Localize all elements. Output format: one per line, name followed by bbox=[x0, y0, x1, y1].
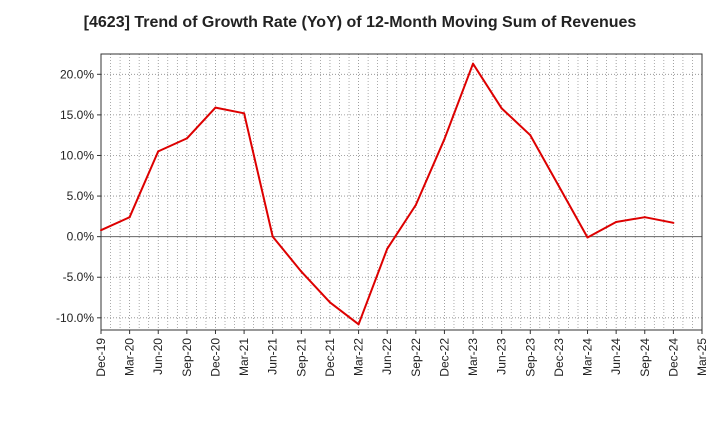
x-tick-label: Mar-20 bbox=[123, 338, 137, 376]
x-tick-label: Mar-22 bbox=[352, 338, 366, 376]
data-point bbox=[328, 301, 331, 304]
x-tick-label: Sep-22 bbox=[409, 338, 423, 377]
data-point bbox=[643, 216, 646, 219]
data-point bbox=[386, 247, 389, 250]
data-point bbox=[271, 235, 274, 238]
data-point bbox=[185, 137, 188, 140]
plot-border bbox=[100, 53, 703, 331]
data-point bbox=[100, 229, 102, 232]
y-tick-label: 10.0% bbox=[60, 148, 94, 162]
y-tick-label: 5.0% bbox=[67, 189, 95, 203]
x-tick-label: Jun-20 bbox=[151, 338, 165, 375]
data-point bbox=[615, 221, 618, 224]
data-point bbox=[214, 106, 217, 109]
y-tick-label: -10.0% bbox=[56, 311, 94, 325]
y-tick-label: 0.0% bbox=[67, 230, 95, 244]
x-tick-label: Jun-23 bbox=[495, 338, 509, 375]
data-point bbox=[128, 216, 131, 219]
y-tick-label: 15.0% bbox=[60, 108, 94, 122]
x-tick-label: Sep-21 bbox=[294, 338, 308, 377]
data-point bbox=[300, 270, 303, 273]
data-point bbox=[557, 185, 560, 188]
x-tick-label: Jun-22 bbox=[380, 338, 394, 375]
data-point bbox=[443, 138, 446, 141]
x-tick-label: Dec-22 bbox=[437, 338, 451, 377]
x-tick-label: Sep-20 bbox=[180, 338, 194, 377]
data-point bbox=[414, 203, 417, 206]
x-tick-label: Dec-21 bbox=[323, 338, 337, 377]
data-point bbox=[243, 112, 246, 115]
x-tick-label: Mar-24 bbox=[581, 338, 595, 376]
x-tick-label: Mar-23 bbox=[466, 338, 480, 376]
x-tick-label: Mar-25 bbox=[695, 338, 709, 376]
x-tick-label: Dec-19 bbox=[94, 338, 108, 377]
x-tick-label: Sep-23 bbox=[523, 338, 537, 377]
chart-title: [4623] Trend of Growth Rate (YoY) of 12-… bbox=[83, 14, 637, 31]
data-point bbox=[586, 236, 589, 239]
x-tick-label: Dec-24 bbox=[666, 338, 680, 377]
data-point bbox=[472, 62, 475, 65]
x-tick-label: Mar-21 bbox=[237, 338, 251, 376]
y-tick-label: 20.0% bbox=[60, 67, 94, 81]
y-tick-label: -5.0% bbox=[63, 270, 95, 284]
x-tick-label: Jun-21 bbox=[266, 338, 280, 375]
data-point bbox=[157, 150, 160, 153]
x-tick-label: Jun-24 bbox=[609, 338, 623, 375]
data-point bbox=[357, 323, 360, 326]
x-tick-label: Dec-23 bbox=[552, 338, 566, 377]
x-tick-label: Dec-20 bbox=[208, 338, 222, 377]
data-point bbox=[500, 107, 503, 110]
data-point bbox=[672, 221, 675, 224]
x-tick-label: Sep-24 bbox=[638, 338, 652, 377]
plot-background bbox=[101, 54, 702, 330]
data-point bbox=[529, 134, 532, 137]
